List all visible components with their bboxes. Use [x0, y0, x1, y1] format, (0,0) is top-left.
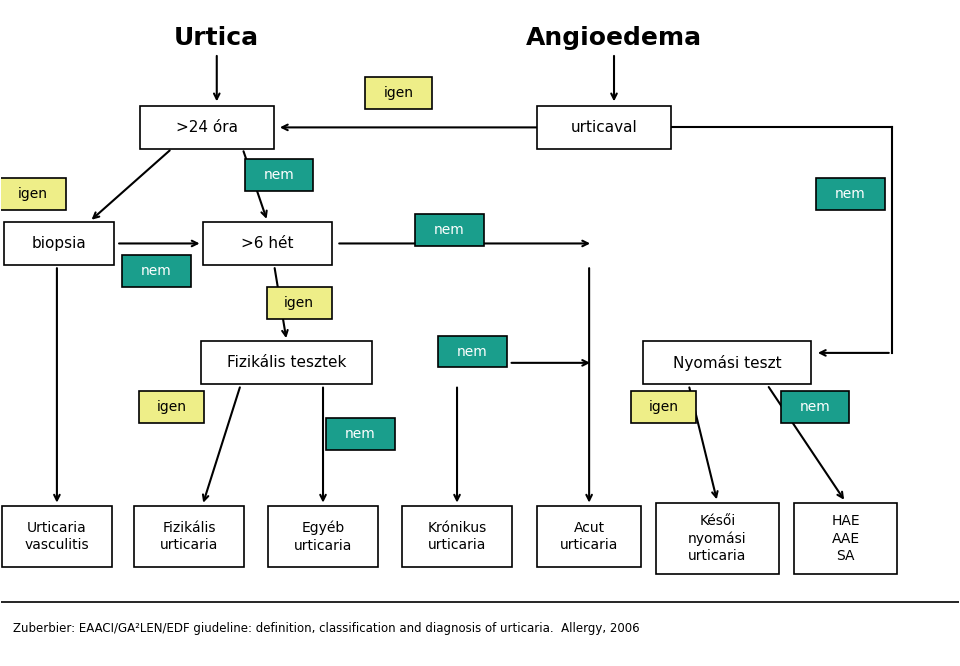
FancyBboxPatch shape — [268, 506, 378, 567]
Text: igen: igen — [384, 86, 414, 100]
Text: igen: igen — [284, 296, 314, 310]
FancyBboxPatch shape — [794, 503, 898, 574]
FancyBboxPatch shape — [134, 506, 244, 567]
Text: Angioedema: Angioedema — [526, 26, 702, 50]
FancyBboxPatch shape — [202, 341, 372, 384]
FancyBboxPatch shape — [4, 222, 114, 265]
FancyBboxPatch shape — [538, 106, 671, 149]
Text: Fizikális tesztek: Fizikális tesztek — [227, 356, 347, 370]
Text: Urticaria
vasculitis: Urticaria vasculitis — [25, 521, 89, 552]
FancyBboxPatch shape — [780, 392, 850, 423]
FancyBboxPatch shape — [438, 336, 507, 368]
Text: Késői
nyomási
urticaria: Késői nyomási urticaria — [688, 514, 747, 563]
Text: nem: nem — [345, 427, 375, 441]
Text: >6 hét: >6 hét — [241, 236, 294, 251]
FancyBboxPatch shape — [203, 222, 332, 265]
Text: nem: nem — [434, 223, 465, 237]
Text: nem: nem — [835, 186, 866, 200]
Text: Egyéb
urticaria: Egyéb urticaria — [294, 521, 352, 553]
Text: HAE
AAE
SA: HAE AAE SA — [831, 514, 860, 563]
FancyBboxPatch shape — [267, 287, 331, 319]
FancyBboxPatch shape — [0, 178, 65, 210]
FancyBboxPatch shape — [365, 77, 432, 109]
Text: nem: nem — [800, 400, 830, 414]
Text: igen: igen — [156, 400, 187, 414]
Text: nem: nem — [264, 168, 295, 182]
Text: urticaval: urticaval — [571, 120, 637, 135]
FancyBboxPatch shape — [538, 506, 641, 567]
Text: >24 óra: >24 óra — [177, 120, 238, 135]
FancyBboxPatch shape — [632, 392, 696, 423]
FancyBboxPatch shape — [2, 506, 112, 567]
Text: igen: igen — [649, 400, 679, 414]
FancyBboxPatch shape — [643, 341, 811, 384]
FancyBboxPatch shape — [122, 254, 191, 286]
Text: Acut
urticaria: Acut urticaria — [560, 521, 618, 552]
Text: Zuberbier: EAACI/GA²LEN/EDF giudeline: definition, classification and diagnosis : Zuberbier: EAACI/GA²LEN/EDF giudeline: d… — [12, 621, 639, 635]
FancyBboxPatch shape — [816, 178, 885, 210]
FancyBboxPatch shape — [656, 503, 779, 574]
Text: nem: nem — [141, 264, 172, 278]
FancyBboxPatch shape — [415, 214, 484, 246]
FancyBboxPatch shape — [140, 106, 275, 149]
Text: biopsia: biopsia — [32, 236, 86, 251]
FancyBboxPatch shape — [402, 506, 512, 567]
FancyBboxPatch shape — [245, 159, 314, 191]
FancyBboxPatch shape — [325, 418, 395, 450]
Text: igen: igen — [18, 186, 48, 200]
Text: Fizikális
urticaria: Fizikális urticaria — [159, 521, 218, 552]
Text: nem: nem — [457, 344, 488, 358]
Text: Nyomási teszt: Nyomási teszt — [673, 355, 781, 371]
Text: Urtica: Urtica — [174, 26, 259, 50]
Text: Krónikus
urticaria: Krónikus urticaria — [427, 521, 487, 552]
FancyBboxPatch shape — [139, 392, 204, 423]
